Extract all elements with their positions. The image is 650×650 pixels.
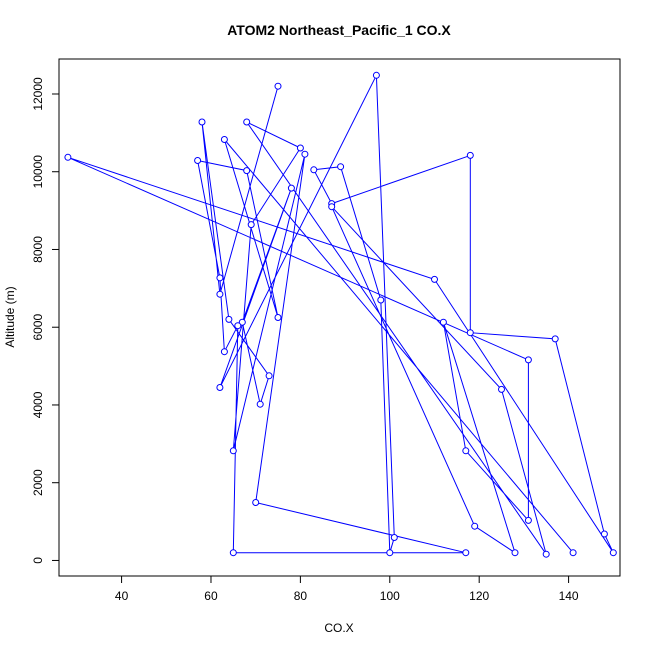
data-point (524, 356, 532, 364)
data-point (551, 335, 559, 343)
data-point (462, 549, 470, 557)
data-point (466, 329, 474, 337)
y-tick-label: 12000 (31, 77, 45, 111)
data-point (64, 153, 72, 161)
y-tick-label: 2000 (31, 469, 45, 496)
data-point (220, 348, 228, 356)
data-point (377, 296, 385, 304)
plot-frame (58, 58, 621, 577)
data-point (274, 82, 282, 90)
x-tick-label: 80 (294, 589, 308, 603)
data-point (287, 184, 295, 192)
data-point (609, 549, 617, 557)
x-axis-label: CO.X (324, 621, 353, 635)
data-point (198, 118, 206, 126)
data-point (296, 144, 304, 152)
y-tick-label: 4000 (31, 391, 45, 418)
y-axis-label: Altitude (m) (3, 286, 17, 347)
x-tick-label: 120 (469, 589, 489, 603)
data-point (600, 530, 608, 538)
data-point (511, 549, 519, 557)
data-point (524, 516, 532, 524)
data-point (216, 274, 224, 282)
data-point (243, 118, 251, 126)
data-point (229, 549, 237, 557)
y-axis: 0 2000 4000 6000 8000 10000 12000 (31, 77, 59, 564)
data-point (234, 322, 242, 330)
x-axis: 40 60 80 100 120 140 (115, 576, 579, 603)
y-tick-label: 10000 (31, 155, 45, 189)
data-point (462, 447, 470, 455)
series-line (67, 75, 614, 555)
data-point (386, 549, 394, 557)
data-point (498, 385, 505, 393)
y-tick-label: 6000 (31, 314, 45, 341)
data-point (471, 522, 479, 530)
data-point (229, 447, 237, 455)
data-point (431, 275, 438, 283)
data-point (265, 372, 273, 380)
data-point (372, 71, 380, 79)
data-point (252, 499, 260, 506)
x-tick-label: 100 (380, 589, 400, 603)
data-point (301, 150, 309, 158)
data-point (569, 549, 577, 557)
y-tick-label: 0 (31, 557, 45, 564)
data-point (466, 151, 474, 159)
data-point (328, 203, 336, 211)
data-point (220, 136, 228, 143)
data-point (310, 166, 318, 174)
data-point (194, 157, 202, 164)
data-point (243, 167, 251, 175)
x-tick-label: 40 (115, 589, 129, 603)
x-tick-label: 140 (559, 589, 579, 603)
data-point (216, 384, 224, 391)
data-point (337, 163, 345, 171)
chart-title: ATOM2 Northeast_Pacific_1 CO.X (227, 22, 451, 38)
data-point (256, 400, 264, 408)
data-point (225, 315, 233, 323)
data-point (247, 221, 255, 229)
data-point (274, 314, 282, 321)
data-point (439, 318, 447, 326)
x-tick-label: 60 (204, 589, 218, 603)
data-point (216, 290, 224, 298)
data-point (542, 550, 550, 558)
series-layer (64, 71, 617, 558)
data-point (238, 318, 246, 326)
data-point (390, 534, 398, 541)
y-tick-label: 8000 (31, 236, 45, 263)
